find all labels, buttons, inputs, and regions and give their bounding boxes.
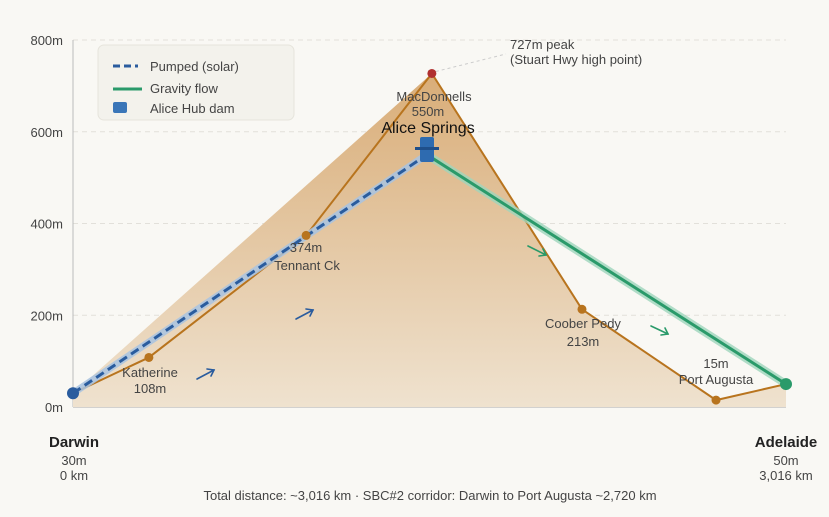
- peak-sublabel: (Stuart Hwy high point): [510, 52, 642, 67]
- peak-label: 727m peak: [510, 37, 575, 52]
- gravity-arrow-icon: [650, 325, 670, 336]
- footer-note: Total distance: ~3,016 km · SBC#2 corrid…: [203, 488, 656, 503]
- start-name: Darwin: [49, 434, 99, 451]
- flow-arrows: [196, 245, 670, 380]
- y-tick-label: 400m: [30, 217, 63, 232]
- tennant-elev: 374m: [290, 240, 323, 255]
- point-coober-pedy: [577, 304, 587, 314]
- tennant-label: Tennant Ck: [274, 258, 340, 273]
- point-darwin: [67, 387, 79, 400]
- gravity-arrow-icon: [527, 245, 548, 257]
- start-dist: 0 km: [60, 468, 88, 483]
- legend-dam: Alice Hub dam: [150, 101, 235, 116]
- y-tick-label: 0m: [45, 400, 63, 415]
- end-elev: 50m: [773, 453, 798, 468]
- coober-elev: 213m: [567, 334, 600, 349]
- point-adelaide: [780, 378, 792, 391]
- point-tennant-ck: [301, 230, 311, 240]
- legend-pumped: Pumped (solar): [150, 59, 239, 74]
- point-macdonnells-peak: [427, 68, 437, 78]
- y-tick-label: 600m: [30, 125, 63, 140]
- pump-arrow-icon: [295, 308, 315, 320]
- y-tick-label: 800m: [30, 33, 63, 48]
- gravity-line: [426, 153, 787, 386]
- legend-gravity: Gravity flow: [150, 81, 219, 96]
- point-port-augusta: [711, 395, 721, 405]
- peak-leader-line: [435, 53, 507, 72]
- legend: Pumped (solar) Gravity flow Alice Hub da…: [97, 44, 295, 121]
- port-augusta-elev: 15m: [703, 356, 728, 371]
- terrain-area: [73, 73, 786, 408]
- alice-springs-label: Alice Springs: [381, 120, 474, 137]
- point-katherine: [144, 352, 154, 362]
- macdonnells-label: MacDonnells: [396, 89, 472, 104]
- pumped-line: [72, 153, 428, 395]
- port-augusta-label: Port Augusta: [679, 372, 754, 387]
- start-elev: 30m: [61, 453, 86, 468]
- katherine-label: Katherine: [122, 365, 178, 380]
- pump-arrow-icon: [196, 368, 216, 380]
- coober-label: Coober Pedy: [545, 316, 621, 331]
- dam-square-icon: [113, 102, 127, 113]
- katherine-elev: 108m: [134, 381, 167, 396]
- y-tick-label: 200m: [30, 308, 63, 323]
- macdonnells-elev: 550m: [412, 104, 445, 119]
- alice-hub-dam: [415, 137, 439, 162]
- end-dist: 3,016 km: [759, 468, 812, 483]
- end-name: Adelaide: [755, 434, 818, 451]
